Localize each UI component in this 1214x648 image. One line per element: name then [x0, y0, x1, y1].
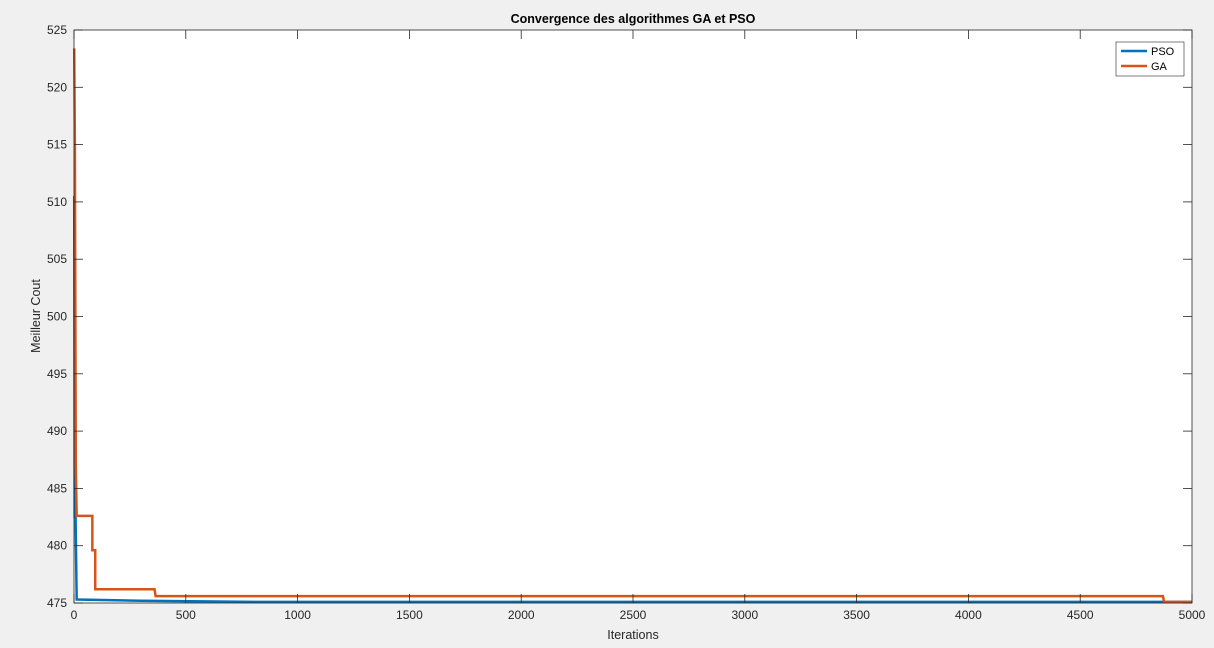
chart-title: Convergence des algorithmes GA et PSO — [511, 12, 756, 26]
y-tick-label: 475 — [47, 596, 67, 610]
y-tick-label: 520 — [47, 80, 67, 94]
y-tick-label: 485 — [47, 481, 67, 495]
y-tick-label: 525 — [47, 23, 67, 37]
y-axis-title: Meilleur Cout — [29, 279, 43, 353]
y-tick-label: 515 — [47, 138, 67, 152]
x-tick-label: 4000 — [955, 608, 982, 622]
x-tick-label: 5000 — [1179, 608, 1206, 622]
legend[interactable]: PSO GA — [1115, 41, 1185, 77]
y-tick-label: 495 — [47, 367, 67, 381]
series-line-pso — [72, 196, 1192, 604]
x-tick-label: 1000 — [284, 608, 311, 622]
x-axis-title: Iterations — [607, 628, 658, 642]
legend-box — [1115, 41, 1185, 77]
x-tick-label: 1500 — [396, 608, 423, 622]
y-tick-label: 500 — [47, 310, 67, 324]
y-tick-label: 505 — [47, 252, 67, 266]
x-tick-label: 0 — [71, 608, 78, 622]
series-line-ga — [72, 48, 1192, 604]
x-tick-label: 2000 — [508, 608, 535, 622]
legend-label-pso: PSO — [1151, 46, 1175, 58]
x-tick-label: 4500 — [1067, 608, 1094, 622]
y-tick-label: 490 — [47, 424, 67, 438]
y-tick-label: 510 — [47, 195, 67, 209]
x-tick-label: 3500 — [843, 608, 870, 622]
plot-area — [74, 30, 1192, 603]
tick-layer: 0 500 1000 1500 2000 2500 3000 3500 4000 4500 5000… — [47, 23, 1206, 622]
series-layer — [72, 48, 1192, 604]
y-tick-label: 480 — [47, 539, 67, 553]
x-tick-label: 500 — [176, 608, 196, 622]
x-tick-label: 2500 — [620, 608, 647, 622]
legend-label-ga: GA — [1151, 61, 1168, 73]
axes-box — [73, 29, 1193, 604]
x-tick-label: 3000 — [731, 608, 758, 622]
